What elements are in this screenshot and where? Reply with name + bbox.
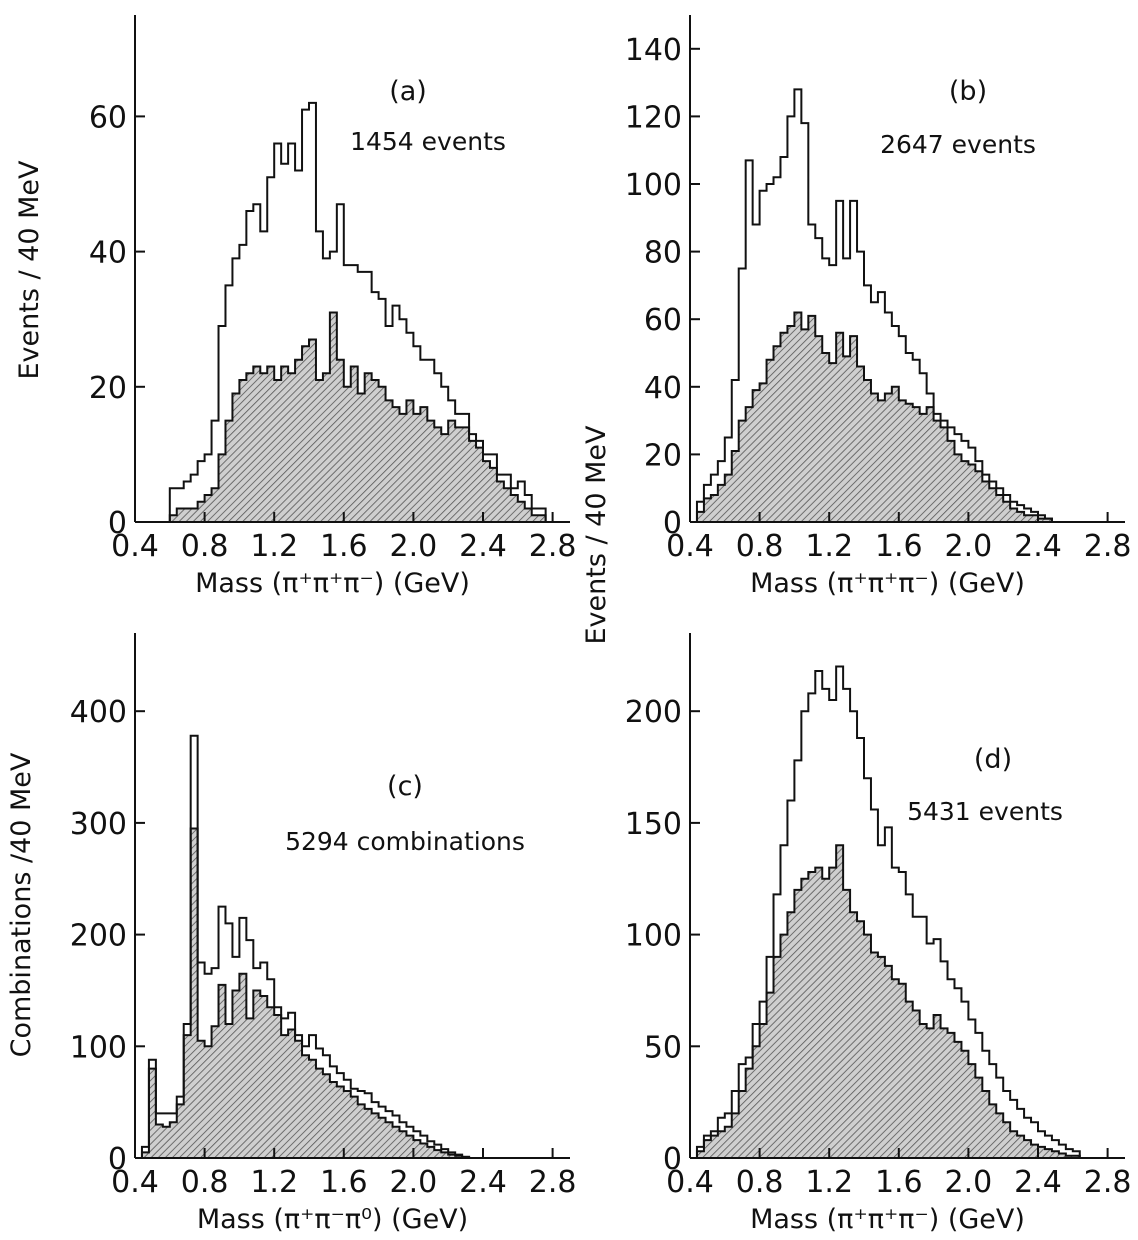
x-tick-label: 2.0 [390, 529, 438, 564]
histogram-open-series [168, 101, 547, 522]
histogram-hatched-series [695, 311, 1053, 523]
x-tick-label: 2.4 [1014, 1165, 1062, 1200]
x-tick-label: 2.0 [945, 1165, 993, 1200]
y-tick-label: 60 [644, 303, 682, 338]
y-tick-label: 140 [625, 33, 682, 68]
x-tick-label: 2.0 [945, 529, 993, 564]
x-tick-label: 2.8 [529, 1165, 577, 1200]
x-tick-label: 1.2 [250, 1165, 298, 1200]
x-tick-label: 0.8 [181, 1165, 229, 1200]
y-tick-label: 0 [663, 1142, 682, 1177]
y-tick-label: 0 [663, 506, 682, 541]
event-count-annotation: 1454 events [350, 127, 506, 156]
y-tick-label: 40 [89, 236, 127, 271]
y-tick-label: 80 [644, 236, 682, 271]
histogram-open-series [695, 665, 1081, 1158]
y-tick-label: 0 [108, 1142, 127, 1177]
x-axis-title: Mass (π⁺π⁺π⁻) (GeV) [750, 568, 1025, 599]
y-tick-label: 200 [625, 695, 682, 730]
event-count-annotation: 2647 events [880, 130, 1036, 159]
x-tick-label: 0.4 [111, 1165, 159, 1200]
panel-label: (d) [974, 744, 1012, 775]
x-tick-label: 0.8 [736, 1165, 784, 1200]
x-tick-label: 0.4 [111, 529, 159, 564]
x-tick-label: 0.8 [736, 529, 784, 564]
y-tick-label: 0 [108, 506, 127, 541]
x-tick-label: 2.0 [390, 1165, 438, 1200]
event-count-annotation: 5431 events [907, 797, 1063, 826]
histogram-hatched-series [695, 844, 1081, 1159]
x-tick-label: 1.6 [875, 529, 923, 564]
panel-label: (c) [387, 771, 423, 802]
x-tick-label: 2.8 [1084, 1165, 1132, 1200]
y-tick-label: 60 [89, 100, 127, 135]
panel-label: (a) [389, 76, 427, 107]
x-axis-title: Mass (π⁺π⁺π⁻) (GeV) [195, 568, 470, 599]
y-tick-label: 100 [70, 1030, 127, 1065]
y-axis-title: Events / 40 MeV [14, 160, 45, 380]
panel-c: 0.4 0.8 1.2 1.6 2.0 2.4 2.8 0 100 200 300 400 Mass (… [6, 633, 576, 1235]
x-tick-label: 2.4 [1014, 529, 1062, 564]
y-axis-title: Combinations /40 MeV [6, 752, 37, 1057]
x-tick-label: 0.4 [666, 529, 714, 564]
x-tick-label: 1.2 [250, 529, 298, 564]
y-tick-label: 100 [625, 168, 682, 203]
x-tick-label: 2.4 [459, 529, 507, 564]
x-tick-label: 1.6 [320, 1165, 368, 1200]
x-tick-label: 1.2 [805, 1165, 853, 1200]
y-tick-label: 300 [70, 807, 127, 842]
y-tick-label: 20 [89, 371, 127, 406]
x-tick-label: 2.8 [1084, 529, 1132, 564]
y-tick-label: 150 [625, 807, 682, 842]
x-tick-label: 1.6 [320, 529, 368, 564]
x-tick-label: 0.8 [181, 529, 229, 564]
x-tick-label: 0.4 [666, 1165, 714, 1200]
y-tick-label: 50 [644, 1030, 682, 1065]
panel-b: 0.4 0.8 1.2 1.6 2.0 2.4 2.8 0 20 40 60 80 100 120 140 M… [625, 15, 1132, 599]
x-tick-label: 1.6 [875, 1165, 923, 1200]
event-count-annotation: 5294 combinations [285, 827, 525, 856]
y-tick-label: 100 [625, 919, 682, 954]
y-tick-label: 400 [70, 695, 127, 730]
y-tick-label: 40 [644, 371, 682, 406]
histogram-hatched-series [168, 311, 547, 523]
x-tick-label: 2.8 [529, 529, 577, 564]
y-tick-label: 20 [644, 438, 682, 473]
panel-d: 0.4 0.8 1.2 1.6 2.0 2.4 2.8 0 50 100 150 200 Mass (π… [625, 633, 1132, 1235]
x-axis-title: Mass (π⁺π⁺π⁻) (GeV) [750, 1204, 1025, 1235]
panel-label: (b) [949, 76, 987, 107]
y-tick-label: 120 [625, 100, 682, 135]
x-axis-title: Mass (π⁺π⁻π⁰) (GeV) [197, 1204, 468, 1235]
x-tick-label: 2.4 [459, 1165, 507, 1200]
y-tick-label: 200 [70, 919, 127, 954]
x-tick-label: 1.2 [805, 529, 853, 564]
histogram-open-series [140, 734, 471, 1158]
shared-y-axis-title: Events / 40 MeV [581, 425, 612, 645]
panel-a: 0.4 0.8 1.2 1.6 2.0 2.4 2.8 0 20 40 60 Mass (π⁺π⁺π⁻… [14, 15, 576, 599]
histogram-open-series [695, 88, 1053, 522]
